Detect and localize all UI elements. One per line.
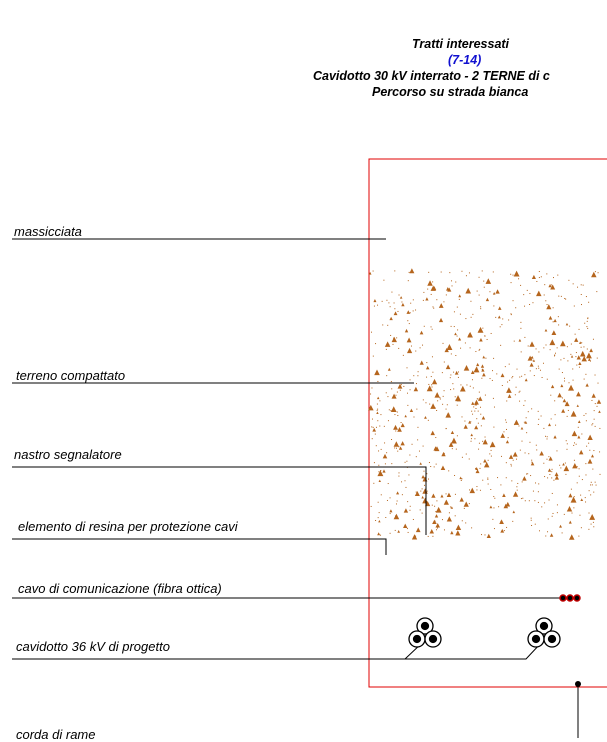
label-cavidotto: cavidotto 36 kV di progetto xyxy=(16,639,170,654)
label-nastro-segnalatore: nastro segnalatore xyxy=(14,447,122,462)
title-line-3: Cavidotto 30 kV interrato - 2 TERNE di c xyxy=(313,69,550,83)
leader-cavidotto-right xyxy=(405,642,542,660)
title-line-1: Tratti interessati xyxy=(412,37,510,51)
cable-trefoil-right xyxy=(527,617,561,648)
label-cavo-comunicazione: cavo di comunicazione (fibra ottica) xyxy=(18,581,222,596)
copper-conductor xyxy=(575,681,581,687)
label-elemento-resina: elemento di resina per protezione cavi xyxy=(18,519,238,534)
title-line-4: Percorso su strada bianca xyxy=(372,85,529,99)
label-terreno-compattato: terreno compattato xyxy=(16,368,126,383)
label-massicciata: massicciata xyxy=(14,224,82,239)
title-line-2: (7-14) xyxy=(448,53,482,67)
cable-trefoil-left xyxy=(408,617,442,648)
trench-outline xyxy=(368,158,607,688)
leader-elemento xyxy=(12,538,387,555)
label-corda-rame: corda di rame xyxy=(16,727,96,742)
leader-nastro xyxy=(12,466,427,535)
fibre-optic-cable xyxy=(559,594,581,602)
compacted-soil-fill xyxy=(368,268,602,540)
